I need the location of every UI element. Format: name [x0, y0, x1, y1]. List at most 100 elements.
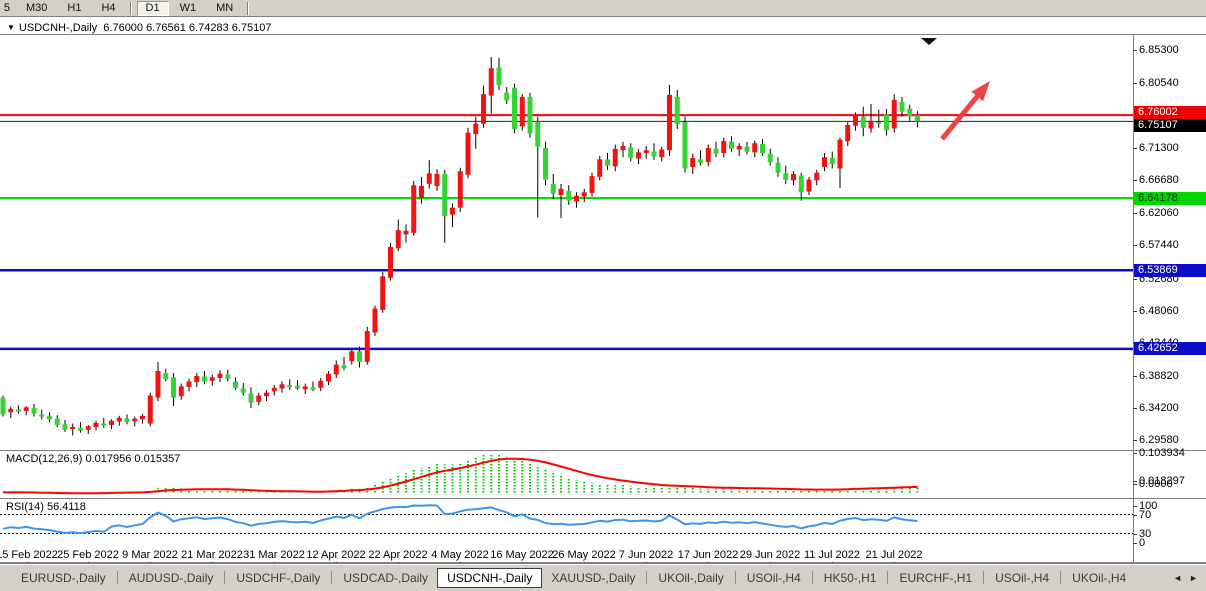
macd-axis-label: 0.103934 [1139, 447, 1185, 459]
candle-bear [171, 377, 176, 398]
candle-bull [326, 373, 331, 382]
candle-bull [659, 149, 665, 158]
chart-tab-eurchf-h1[interactable]: EURCHF-,H1 [899, 570, 973, 585]
timeframe-toolbar: 5 M30 H1 H4 D1 W1 MN [0, 0, 1206, 17]
candle-bear [233, 381, 238, 388]
candle-bull [349, 351, 355, 362]
chart-tab-eurusd-daily[interactable]: EURUSD-,Daily [21, 570, 106, 585]
tab-scroll-left-icon[interactable]: ◄ [1173, 572, 1183, 583]
candle-bear [78, 427, 83, 431]
rsi-axis-label: 70 [1139, 509, 1152, 521]
timeframe-button-h1[interactable]: H1 [58, 1, 90, 16]
chart-tab-usdchf-daily[interactable]: USDCHF-,Daily [236, 570, 321, 585]
candle-bear [783, 173, 789, 180]
candle-bull [558, 188, 564, 196]
chart-tab-ukoil-h4[interactable]: UKOil-,H4 [1072, 570, 1127, 585]
candle-bear [729, 141, 734, 149]
price-tick-label: 6.80540 [1139, 77, 1179, 89]
timeframe-button-d1[interactable]: D1 [136, 0, 169, 16]
candle-bear [760, 143, 765, 154]
candle-bull [23, 407, 29, 411]
candle-bull [457, 171, 463, 208]
candle-bear [124, 418, 130, 423]
candle-bear [829, 157, 835, 165]
candle-bull [333, 364, 339, 375]
candle-bull [705, 148, 711, 163]
candle-bull [132, 418, 138, 422]
date-tick-label: 21 Mar 2022 [181, 549, 243, 561]
candle-bear [915, 115, 920, 122]
candle-bull [8, 408, 14, 413]
chart-tab-ukoil-daily[interactable]: UKOil-,Daily [658, 570, 724, 585]
candle-bull [372, 308, 378, 333]
date-tick-label: 26 May 2022 [552, 549, 616, 561]
rsi-line [2, 504, 918, 535]
tab-scroll-right-icon[interactable]: ► [1189, 572, 1198, 583]
candle-bull [519, 96, 525, 127]
timeframe-button-w1[interactable]: W1 [171, 1, 206, 16]
timeframe-button-5[interactable]: 5 [1, 1, 15, 16]
date-tick-label: 16 May 2022 [490, 549, 554, 561]
candle-bull [178, 386, 184, 397]
candle-bear [884, 114, 889, 130]
candle-bear [163, 373, 169, 380]
tab-separator [331, 571, 333, 584]
chart-tab-usdcnh-daily[interactable]: USDCNH-,Daily [437, 567, 543, 588]
price-tick-label: 6.62060 [1139, 207, 1179, 219]
candle-bull [690, 157, 696, 168]
price-tick-label: 6.57440 [1139, 239, 1179, 251]
chart-tab-xauusd-daily[interactable]: XAUUSD-,Daily [551, 570, 636, 585]
candle-bull [155, 370, 161, 398]
rsi-axis-label: 100 [1139, 500, 1158, 512]
chart-tab-hk50-h1[interactable]: HK50-,H1 [823, 570, 877, 585]
price-chart-canvas[interactable] [0, 17, 1206, 580]
level-price-label: 6.64178 [1134, 191, 1206, 205]
candle-bull [806, 179, 812, 192]
candle-bear [31, 408, 37, 414]
date-tick-label: 15 Feb 2022 [0, 549, 58, 561]
tab-separator [887, 571, 889, 584]
chart-tab-usoil-h4[interactable]: USOil-,H4 [746, 570, 801, 585]
candle-bear [527, 96, 533, 134]
candle-bear [287, 384, 293, 388]
chart-title: ▼ USDCNH-,Daily 6.76000 6.76561 6.74283 6… [7, 22, 272, 34]
candle-bull [736, 146, 742, 150]
trend-arrow-head [971, 81, 990, 102]
candle-bear [899, 101, 905, 112]
rsi-axis-label: 30 [1139, 528, 1152, 540]
tab-scroll-controls: ◄ ► [1173, 573, 1198, 583]
candle-bull [752, 143, 758, 153]
timeframe-button-h4[interactable]: H4 [92, 1, 124, 16]
price-tick-label: 6.29580 [1139, 434, 1179, 446]
level-price-label: 6.53869 [1134, 263, 1206, 277]
chart-tab-usoil-h4[interactable]: USOil-,H4 [995, 570, 1050, 585]
candle-bull [302, 386, 308, 390]
macd-indicator-label: MACD(12,26,9) 0.017956 0.015357 [6, 453, 180, 465]
candle-bull [70, 427, 76, 430]
timeframe-button-mn[interactable]: MN [207, 1, 242, 16]
timeframe-button-m30[interactable]: M30 [17, 1, 56, 16]
candle-bull [636, 152, 641, 159]
chart-ohlc-values: 6.76000 6.76561 6.74283 6.75107 [103, 22, 272, 34]
date-axis: 15 Feb 2022 25 Feb 2022 9 Mar 2022 21 Mar 2… [0, 546, 1133, 563]
rsi-value: 56.4118 [46, 501, 86, 513]
chart-tab-audusd-daily[interactable]: AUDUSD-,Daily [128, 570, 214, 585]
symbol-dropdown-icon[interactable]: ▼ [7, 23, 15, 32]
price-tick-label: 6.34200 [1139, 402, 1179, 414]
candle-bear [225, 374, 231, 379]
candle-bull [488, 68, 494, 96]
tab-separator [1060, 571, 1062, 584]
price-tick-label: 6.85300 [1139, 44, 1179, 56]
toolbar-separator [129, 1, 132, 15]
candle-bear [651, 151, 657, 157]
macd-name: MACD(12,26,9) [6, 453, 83, 465]
rsi-indicator [0, 504, 1133, 535]
tab-separator [646, 571, 648, 584]
candle-bear [357, 351, 362, 362]
chart-window: ▼ USDCNH-,Daily 6.76000 6.76561 6.74283 6… [0, 17, 1206, 580]
candles [0, 57, 920, 436]
candle-bear [442, 174, 448, 217]
candle-bull [85, 426, 91, 430]
chart-tab-usdcad-daily[interactable]: USDCAD-,Daily [343, 570, 429, 585]
chart-symbol-period: USDCNH-,Daily [18, 22, 98, 34]
